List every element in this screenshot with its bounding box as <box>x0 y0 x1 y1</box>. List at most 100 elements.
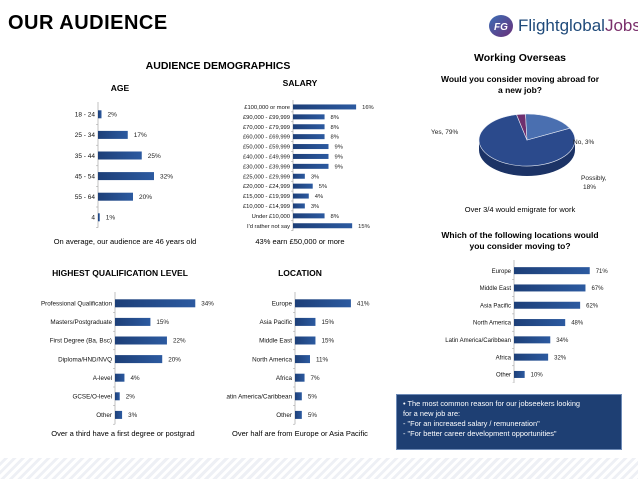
locations-consider-chart: Europe 71% Middle East 67% Asia Pacific 62% No… <box>445 260 608 383</box>
value-label: 16% <box>362 105 374 111</box>
bar <box>514 284 586 292</box>
category-label: Africa <box>496 355 512 361</box>
pie-label: Yes, 79% <box>431 129 458 136</box>
value-label: 2% <box>108 112 118 119</box>
bar <box>293 213 325 219</box>
bar <box>98 172 154 181</box>
bar <box>295 355 310 364</box>
bar <box>98 213 100 222</box>
category-label: Other <box>496 373 511 379</box>
bar <box>115 373 125 382</box>
bar <box>115 336 167 345</box>
category-label: 45 - 54 <box>75 173 96 180</box>
bar <box>293 203 305 209</box>
category-label: North America <box>473 321 512 327</box>
locations-question: Which of the following locations would y… <box>441 230 599 251</box>
pie-label: No, 3% <box>573 139 595 146</box>
value-label: 9% <box>335 164 343 170</box>
value-label: 3% <box>128 412 138 419</box>
category-label: £15,000 - £19,999 <box>243 194 290 200</box>
location-footnote: Over half are from Europe or Asia Pacifi… <box>232 429 368 438</box>
location-chart-title: LOCATION <box>278 268 322 278</box>
value-label: 5% <box>308 394 318 401</box>
category-label: 4 <box>91 215 95 222</box>
category-label: Middle East <box>480 286 512 292</box>
bar <box>514 336 551 344</box>
pie-slice <box>525 113 571 141</box>
value-label: 2% <box>126 394 136 401</box>
bar <box>514 353 549 361</box>
bar <box>98 151 142 160</box>
value-label: 5% <box>308 412 318 419</box>
category-label: Masters/Postgraduate <box>50 319 112 326</box>
flightglobal-logo: FG FlightglobalJobs <box>488 12 638 40</box>
category-label: Other <box>96 412 112 419</box>
value-label: 20% <box>139 194 152 201</box>
bar <box>293 173 305 179</box>
value-label: 3% <box>311 204 319 210</box>
value-label: 7% <box>311 375 321 382</box>
value-label: 32% <box>554 355 567 361</box>
value-label: 4% <box>130 375 140 382</box>
salary-chart-title: SALARY <box>282 78 318 88</box>
category-label: £70,000 - £79,999 <box>243 125 290 131</box>
bar <box>293 153 329 159</box>
bar <box>514 267 590 275</box>
age-chart-title: AGE <box>110 83 130 93</box>
category-label: I'd rather not say <box>247 224 290 230</box>
value-label: 11% <box>316 356 329 363</box>
value-label: 15% <box>321 338 334 345</box>
bar <box>293 183 313 189</box>
value-label: 67% <box>591 286 604 292</box>
value-label: 22% <box>173 338 186 345</box>
bar <box>115 410 123 419</box>
logo-text: FlightglobalJobs <box>518 16 638 36</box>
category-label: £90,000 - £99,999 <box>243 115 290 121</box>
value-label: 4% <box>315 194 323 200</box>
footer-stripe <box>0 458 638 479</box>
bar <box>293 104 357 110</box>
value-label: 8% <box>331 135 339 141</box>
category-label: 35 - 44 <box>75 153 96 160</box>
value-label: 48% <box>571 321 584 327</box>
category-label: Asia Pacific <box>480 303 511 309</box>
abroad-footnote: Over 3/4 would emigrate for work <box>464 205 576 214</box>
bar <box>295 410 302 419</box>
bar <box>293 124 325 130</box>
category-label: £50,000 - £59,999 <box>243 145 290 151</box>
value-label: 32% <box>160 173 173 180</box>
bar <box>293 144 329 150</box>
bar <box>115 355 163 364</box>
category-label: £30,000 - £39,999 <box>243 164 290 170</box>
bar <box>115 317 151 326</box>
logo-brand: Flightglobal <box>518 16 605 35</box>
bar <box>293 114 325 120</box>
logo-suffix: Jobs <box>604 16 638 35</box>
category-label: Europe <box>492 269 512 275</box>
callout-line-4: - "For better career development opportu… <box>403 429 557 438</box>
category-label: Europe <box>272 301 293 308</box>
bar <box>514 301 581 309</box>
value-label: 25% <box>148 153 161 160</box>
value-label: 34% <box>201 301 214 308</box>
callout-line-2: for a new job are: <box>403 409 461 418</box>
bar <box>514 370 525 378</box>
category-label: Latin America/Caribbean <box>226 394 292 401</box>
bar <box>293 193 309 199</box>
category-label: £40,000 - £49,999 <box>243 154 290 160</box>
callout-line-1: • The most common reason for our jobseek… <box>403 399 581 408</box>
bar <box>295 392 302 401</box>
value-label: 9% <box>335 154 343 160</box>
bar <box>98 192 133 201</box>
age-chart: 18 - 24 2% 25 - 34 17% 35 - 44 25% 45 - 54 32% 5… <box>75 102 173 228</box>
category-label: 55 - 64 <box>75 194 96 201</box>
qualification-chart-title: HIGHEST QUALIFICATION LEVEL <box>52 268 188 278</box>
age-footnote: On average, our audience are 46 years ol… <box>53 237 197 246</box>
category-label: GCSE/O-level <box>72 394 112 401</box>
jobseeker-reasons-callout: • The most common reason for our jobseek… <box>396 394 622 450</box>
bar <box>514 319 566 327</box>
category-label: Professional Qualification <box>41 301 113 308</box>
abroad-question: Would you consider moving abroad for a n… <box>440 74 600 95</box>
bar <box>98 110 102 119</box>
value-label: 15% <box>358 224 370 230</box>
